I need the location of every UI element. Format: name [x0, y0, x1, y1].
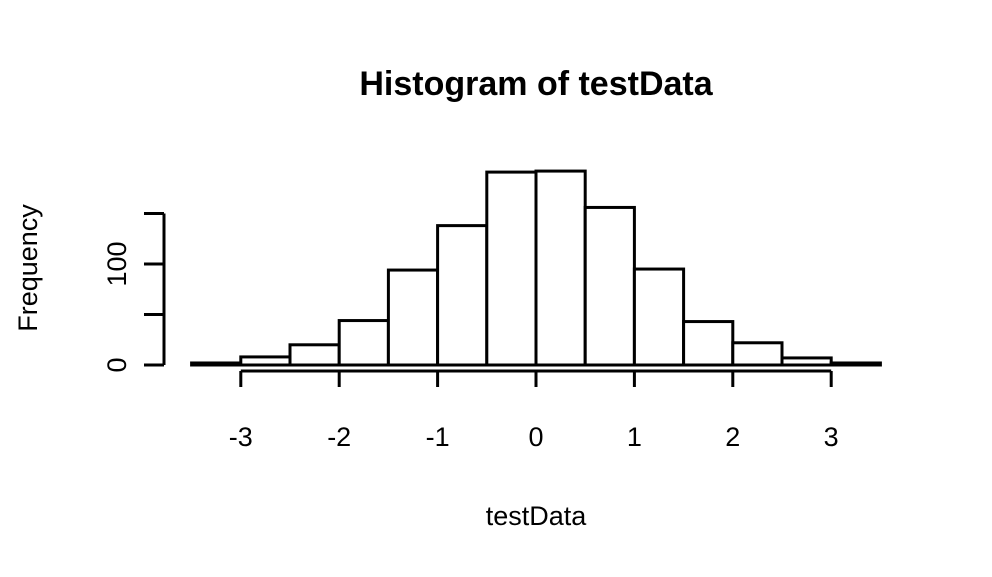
x-tick-label: -3: [229, 422, 253, 452]
x-tick-label: 2: [725, 422, 740, 452]
histogram-bar: [780, 356, 833, 367]
histogram-bar: [436, 224, 489, 367]
y-axis-label: Frequency: [13, 204, 43, 332]
histogram-bar: [583, 205, 636, 367]
histogram-bar: [288, 343, 341, 367]
histogram-bar: [682, 320, 735, 367]
x-tick-label: 0: [528, 422, 543, 452]
histogram-bar: [337, 319, 390, 367]
x-axis-label: testData: [486, 501, 588, 531]
x-tick-label: 3: [824, 422, 839, 452]
x-tick-label: 1: [627, 422, 642, 452]
x-tick-label: -1: [426, 422, 450, 452]
histogram-bar: [190, 361, 243, 367]
histogram-bar: [731, 341, 784, 367]
chart-title: Histogram of testData: [359, 65, 713, 103]
histogram-bar: [386, 268, 440, 367]
y-axis: 0 100: [102, 212, 166, 373]
x-axis: -3 -2 -1 0 1 2 3: [229, 369, 839, 452]
y-tick-label: 100: [102, 241, 132, 286]
histogram-bar: [239, 355, 292, 367]
histogram-bar: [534, 169, 587, 367]
histogram-bar: [632, 267, 686, 367]
bars-layer: [190, 169, 882, 367]
y-tick-label: 0: [102, 357, 132, 372]
histogram-bar: [485, 170, 538, 367]
histogram-bar: [829, 361, 882, 367]
x-tick-label: -2: [327, 422, 351, 452]
